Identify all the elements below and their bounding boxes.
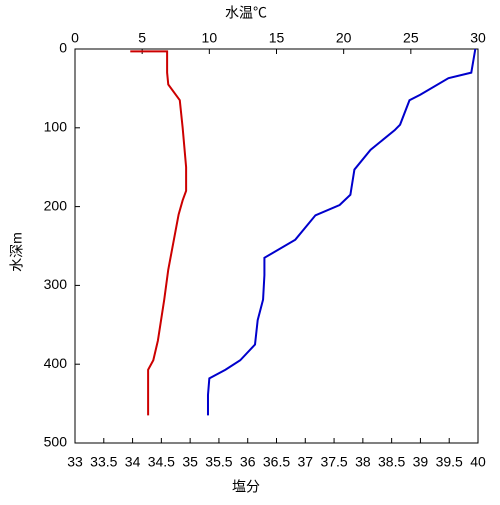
y-tick-label: 300: [44, 276, 68, 292]
x-tick-label: 35.5: [205, 454, 232, 470]
x-tick-label: 38.5: [378, 454, 405, 470]
profile-line: [130, 50, 188, 416]
x-tick-label: 40: [470, 454, 486, 470]
y-tick-label: 100: [44, 119, 68, 135]
x2-tick-label: 15: [269, 30, 285, 46]
y-axis-label: 水深m: [9, 232, 25, 272]
x-tick-label: 38: [355, 454, 371, 470]
x-tick-label: 37.5: [320, 454, 347, 470]
x-tick-label: 33: [67, 454, 83, 470]
x2-axis-label: 水温℃: [225, 5, 267, 21]
x-tick-label: 33.5: [90, 454, 117, 470]
x-tick-label: 36: [240, 454, 256, 470]
x-tick-label: 35: [182, 454, 198, 470]
x-tick-label: 37: [297, 454, 313, 470]
x-tick-label: 39.5: [436, 454, 463, 470]
x2-tick-label: 5: [138, 30, 146, 46]
plot-frame: [74, 48, 479, 444]
y-tick-label: 500: [44, 434, 68, 450]
x2-tick-label: 30: [470, 30, 486, 46]
y-tick-label: 200: [44, 197, 68, 213]
x2-tick-label: 10: [202, 30, 218, 46]
x-tick-label: 39: [413, 454, 429, 470]
x2-tick-label: 0: [71, 30, 79, 46]
y-tick-label: 400: [44, 355, 68, 371]
x-tick-label: 34.5: [148, 454, 175, 470]
x2-tick-label: 20: [336, 30, 352, 46]
x-tick-label: 36.5: [263, 454, 290, 470]
x2-tick-label: 25: [403, 30, 419, 46]
x-axis-label: 塩分: [232, 479, 260, 495]
y-tick-label: 0: [59, 40, 67, 56]
profile-line: [206, 48, 477, 416]
x-tick-label: 34: [125, 454, 141, 470]
